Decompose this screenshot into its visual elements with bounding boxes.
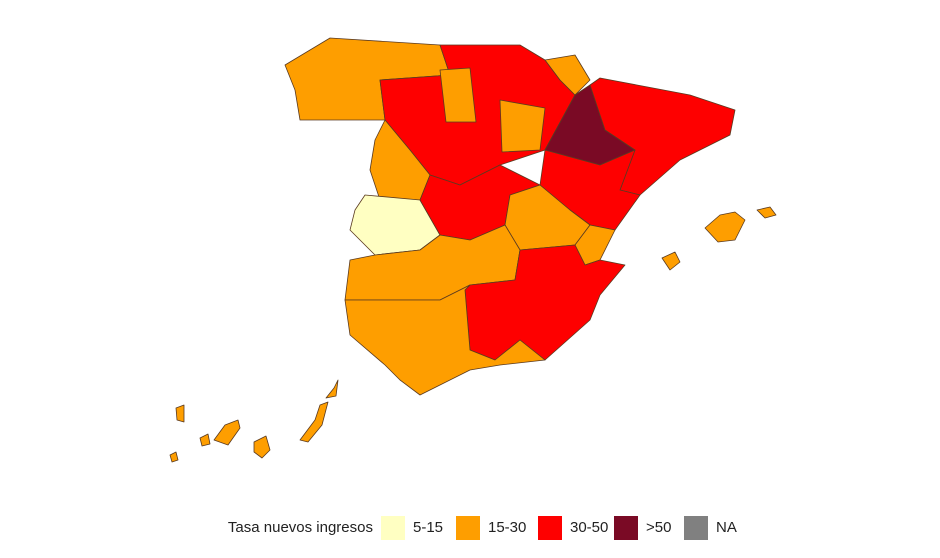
province xyxy=(756,206,777,219)
province xyxy=(213,419,241,446)
legend-label: >50 xyxy=(646,519,671,536)
legend-swatch xyxy=(456,516,480,540)
province xyxy=(704,211,746,243)
province xyxy=(299,401,329,443)
legend-swatch xyxy=(684,516,708,540)
provinces xyxy=(169,37,777,463)
legend-swatch xyxy=(614,516,638,540)
province xyxy=(175,404,185,423)
province xyxy=(169,451,179,463)
province xyxy=(325,379,339,399)
province xyxy=(661,251,681,271)
legend-label: NA xyxy=(716,519,737,536)
legend-title: Tasa nuevos ingresos xyxy=(228,519,373,536)
legend-label: 15-30 xyxy=(488,519,526,536)
province xyxy=(439,67,477,123)
province xyxy=(253,435,271,459)
province xyxy=(499,99,546,153)
province xyxy=(199,433,211,447)
province xyxy=(544,54,591,96)
legend-swatch xyxy=(381,516,405,540)
legend-swatch xyxy=(538,516,562,540)
province xyxy=(344,284,546,396)
province xyxy=(589,77,736,196)
legend-label: 30-50 xyxy=(570,519,608,536)
legend-label: 5-15 xyxy=(413,519,443,536)
